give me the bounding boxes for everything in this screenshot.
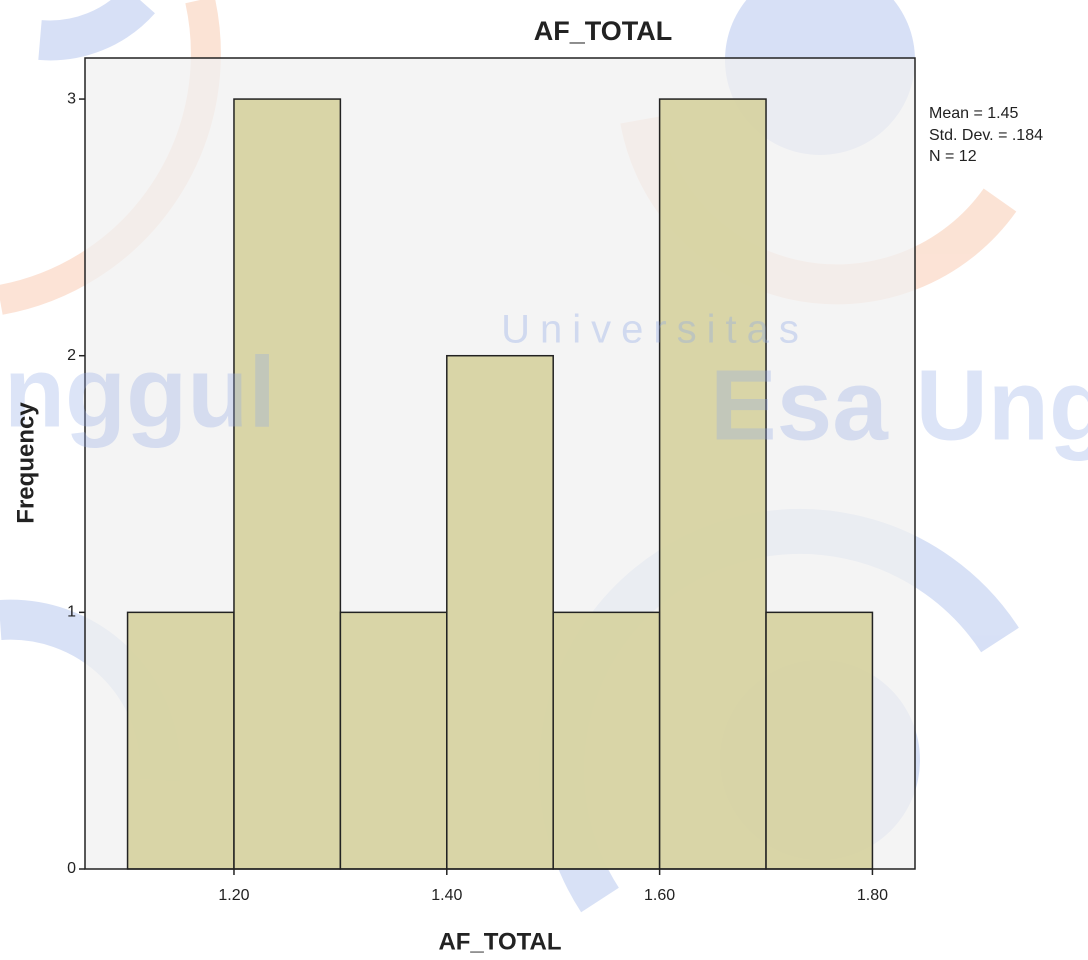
y-tick-label: 0 bbox=[67, 860, 76, 877]
bar bbox=[552, 611, 661, 870]
x-tick-label: 1.60 bbox=[644, 887, 675, 904]
x-tick-label: 1.80 bbox=[857, 887, 888, 904]
bar bbox=[765, 611, 874, 870]
x-tick-label: 1.20 bbox=[218, 887, 249, 904]
bar bbox=[233, 98, 342, 870]
x-tick-label: 1.40 bbox=[431, 887, 462, 904]
bar bbox=[339, 611, 448, 870]
annotation: Std. Dev. = .184 bbox=[929, 127, 1043, 144]
y-tick-label: 1 bbox=[67, 604, 76, 621]
bar bbox=[658, 98, 767, 870]
bar bbox=[446, 354, 554, 870]
y-tick-label: 2 bbox=[67, 347, 76, 364]
annotation: N = 12 bbox=[929, 148, 977, 165]
watermark-text: Esa Unggul bbox=[710, 349, 1088, 461]
y-tick-label: 3 bbox=[67, 90, 76, 107]
watermark-text: Universitas bbox=[501, 308, 809, 352]
annotation: Mean = 1.45 bbox=[929, 105, 1019, 122]
y-axis-label: Frequency bbox=[12, 402, 39, 524]
chart-title: AF_TOTAL bbox=[534, 16, 673, 46]
plot-border bbox=[84, 57, 916, 870]
plot-area: 0 1 2 3 1.20 1.40 1.60 1.80 bbox=[67, 57, 916, 904]
watermark-arc bbox=[38, 0, 155, 61]
watermark-text: nggul bbox=[4, 336, 276, 448]
bar bbox=[126, 611, 235, 870]
x-axis-label: AF_TOTAL bbox=[438, 928, 561, 955]
